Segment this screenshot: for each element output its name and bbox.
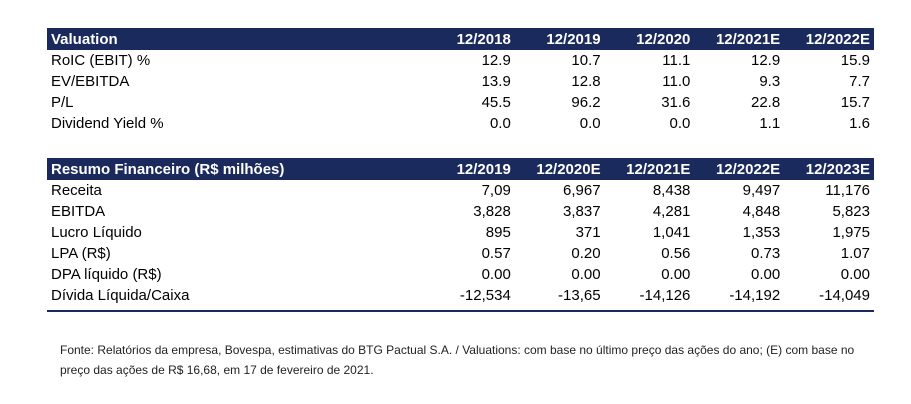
table-row: Dividend Yield % 0.0 0.0 0.0 1.1 1.6 (47, 113, 874, 134)
table-row: EV/EBITDA 13.9 12.8 11.0 9.3 7.7 (47, 71, 874, 92)
table-cell: 15.9 (840, 52, 870, 69)
table-row: Lucro Líquido 895 371 1,041 1,353 1,975 (47, 222, 874, 243)
table-cell: 0.20 (571, 245, 601, 262)
column-header: 12/2019 (456, 160, 511, 178)
table-cell: 0.57 (481, 245, 511, 262)
row-label: Dividend Yield % (51, 115, 164, 132)
column-header: 12/2020E (536, 160, 601, 178)
column-header: 12/2021E (626, 160, 691, 178)
row-label: P/L (51, 94, 74, 111)
table-cell: -12,534 (459, 287, 511, 304)
table-cell: -14,192 (729, 287, 781, 304)
table-cell: -14,049 (819, 287, 870, 304)
table-cell: 4,848 (742, 203, 781, 220)
table-row: RoIC (EBIT) % 12.9 10.7 11.1 12.9 15.9 (47, 50, 874, 71)
table-row: DPA líquido (R$) 0.00 0.00 0.00 0.00 0.0… (47, 264, 874, 285)
table-cell: 10.7 (571, 52, 601, 69)
table-cell: 45.5 (481, 94, 511, 111)
table-row: P/L 45.5 96.2 31.6 22.8 15.7 (47, 92, 874, 113)
table-cell: 11.0 (662, 73, 691, 90)
table-cell: 12.8 (571, 73, 601, 90)
row-label: RoIC (EBIT) % (51, 52, 151, 69)
table-cell: -13,65 (558, 287, 601, 304)
footnote: Fonte: Relatórios da empresa, Bovespa, e… (60, 343, 855, 377)
table-cell: 895 (485, 224, 511, 241)
table-cell: 0.00 (481, 266, 511, 283)
table-cell: 1,353 (742, 224, 781, 241)
table-cell: 0.0 (489, 115, 511, 132)
table-cell: 0.00 (750, 266, 781, 283)
table-cell: 5,823 (832, 203, 870, 220)
column-header: 12/2023E (805, 160, 870, 178)
table-cell: 11,176 (825, 182, 870, 199)
table-cell: 6,967 (563, 182, 601, 199)
table-row: Dívida Líquida/Caixa -12,534 -13,65 -14,… (47, 285, 874, 306)
table-cell: 4,281 (652, 203, 691, 220)
table-cell: 31.6 (661, 94, 691, 111)
row-label: Receita (51, 182, 102, 199)
column-header: 12/2020 (636, 30, 691, 48)
table-cell: 1,975 (832, 224, 870, 241)
row-label: EV/EBITDA (51, 73, 130, 90)
resumo-title: Resumo Financeiro (R$ milhões) (51, 160, 285, 178)
table-cell: 371 (575, 224, 601, 241)
table-cell: 11.1 (662, 52, 691, 69)
column-header: 12/2021E (715, 30, 781, 48)
valuation-title: Valuation (51, 30, 118, 48)
valuation-header: Valuation 12/2018 12/2019 12/2020 12/202… (47, 28, 874, 50)
table-row: Receita 7,09 6,967 8,438 9,497 11,176 (47, 180, 874, 201)
table-cell: 22.8 (750, 94, 781, 111)
column-header: 12/2019 (546, 30, 601, 48)
table-cell: 9.3 (759, 73, 781, 90)
table-cell: 0.00 (840, 266, 870, 283)
column-header: 12/2022E (805, 30, 870, 48)
table-cell: 0.56 (661, 245, 691, 262)
column-header: 12/2018 (456, 30, 511, 48)
table-cell: 7,09 (481, 182, 511, 199)
table-cell: 1.07 (840, 245, 870, 262)
table-cell: 1,041 (652, 224, 691, 241)
row-label: EBITDA (51, 203, 106, 220)
resumo-financeiro-table: Resumo Financeiro (R$ milhões) 12/2019 1… (47, 158, 874, 306)
row-label: Lucro Líquido (51, 224, 142, 241)
table-cell: 3,828 (473, 203, 511, 220)
resumo-header: Resumo Financeiro (R$ milhões) 12/2019 1… (47, 158, 874, 180)
table-cell: 7.7 (849, 73, 870, 90)
table-cell: 15.7 (840, 94, 870, 111)
column-header: 12/2022E (715, 160, 781, 178)
table-cell: 0.0 (579, 115, 601, 132)
table-row: LPA (R$) 0.57 0.20 0.56 0.73 1.07 (47, 243, 874, 264)
table-bottom-rule (47, 310, 874, 312)
row-label: LPA (R$) (51, 245, 111, 262)
table-cell: 1.1 (759, 115, 781, 132)
table-cell: 0.00 (571, 266, 601, 283)
table-cell: 9,497 (742, 182, 781, 199)
table-cell: 0.00 (661, 266, 691, 283)
table-cell: 8,438 (652, 182, 691, 199)
table-cell: 13.9 (481, 73, 511, 90)
table-cell: 0.0 (669, 115, 691, 132)
row-label: Dívida Líquida/Caixa (51, 287, 190, 304)
table-cell: 12.9 (750, 52, 781, 69)
table-cell: 96.2 (571, 94, 601, 111)
table-cell: -14,126 (639, 287, 691, 304)
table-cell: 12.9 (481, 52, 511, 69)
table-row: EBITDA 3,828 3,837 4,281 4,848 5,823 (47, 201, 874, 222)
table-cell: 0.73 (750, 245, 781, 262)
row-label: DPA líquido (R$) (51, 266, 162, 283)
valuation-table: Valuation 12/2018 12/2019 12/2020 12/202… (47, 28, 874, 134)
table-cell: 1.6 (849, 115, 870, 132)
table-cell: 3,837 (563, 203, 601, 220)
